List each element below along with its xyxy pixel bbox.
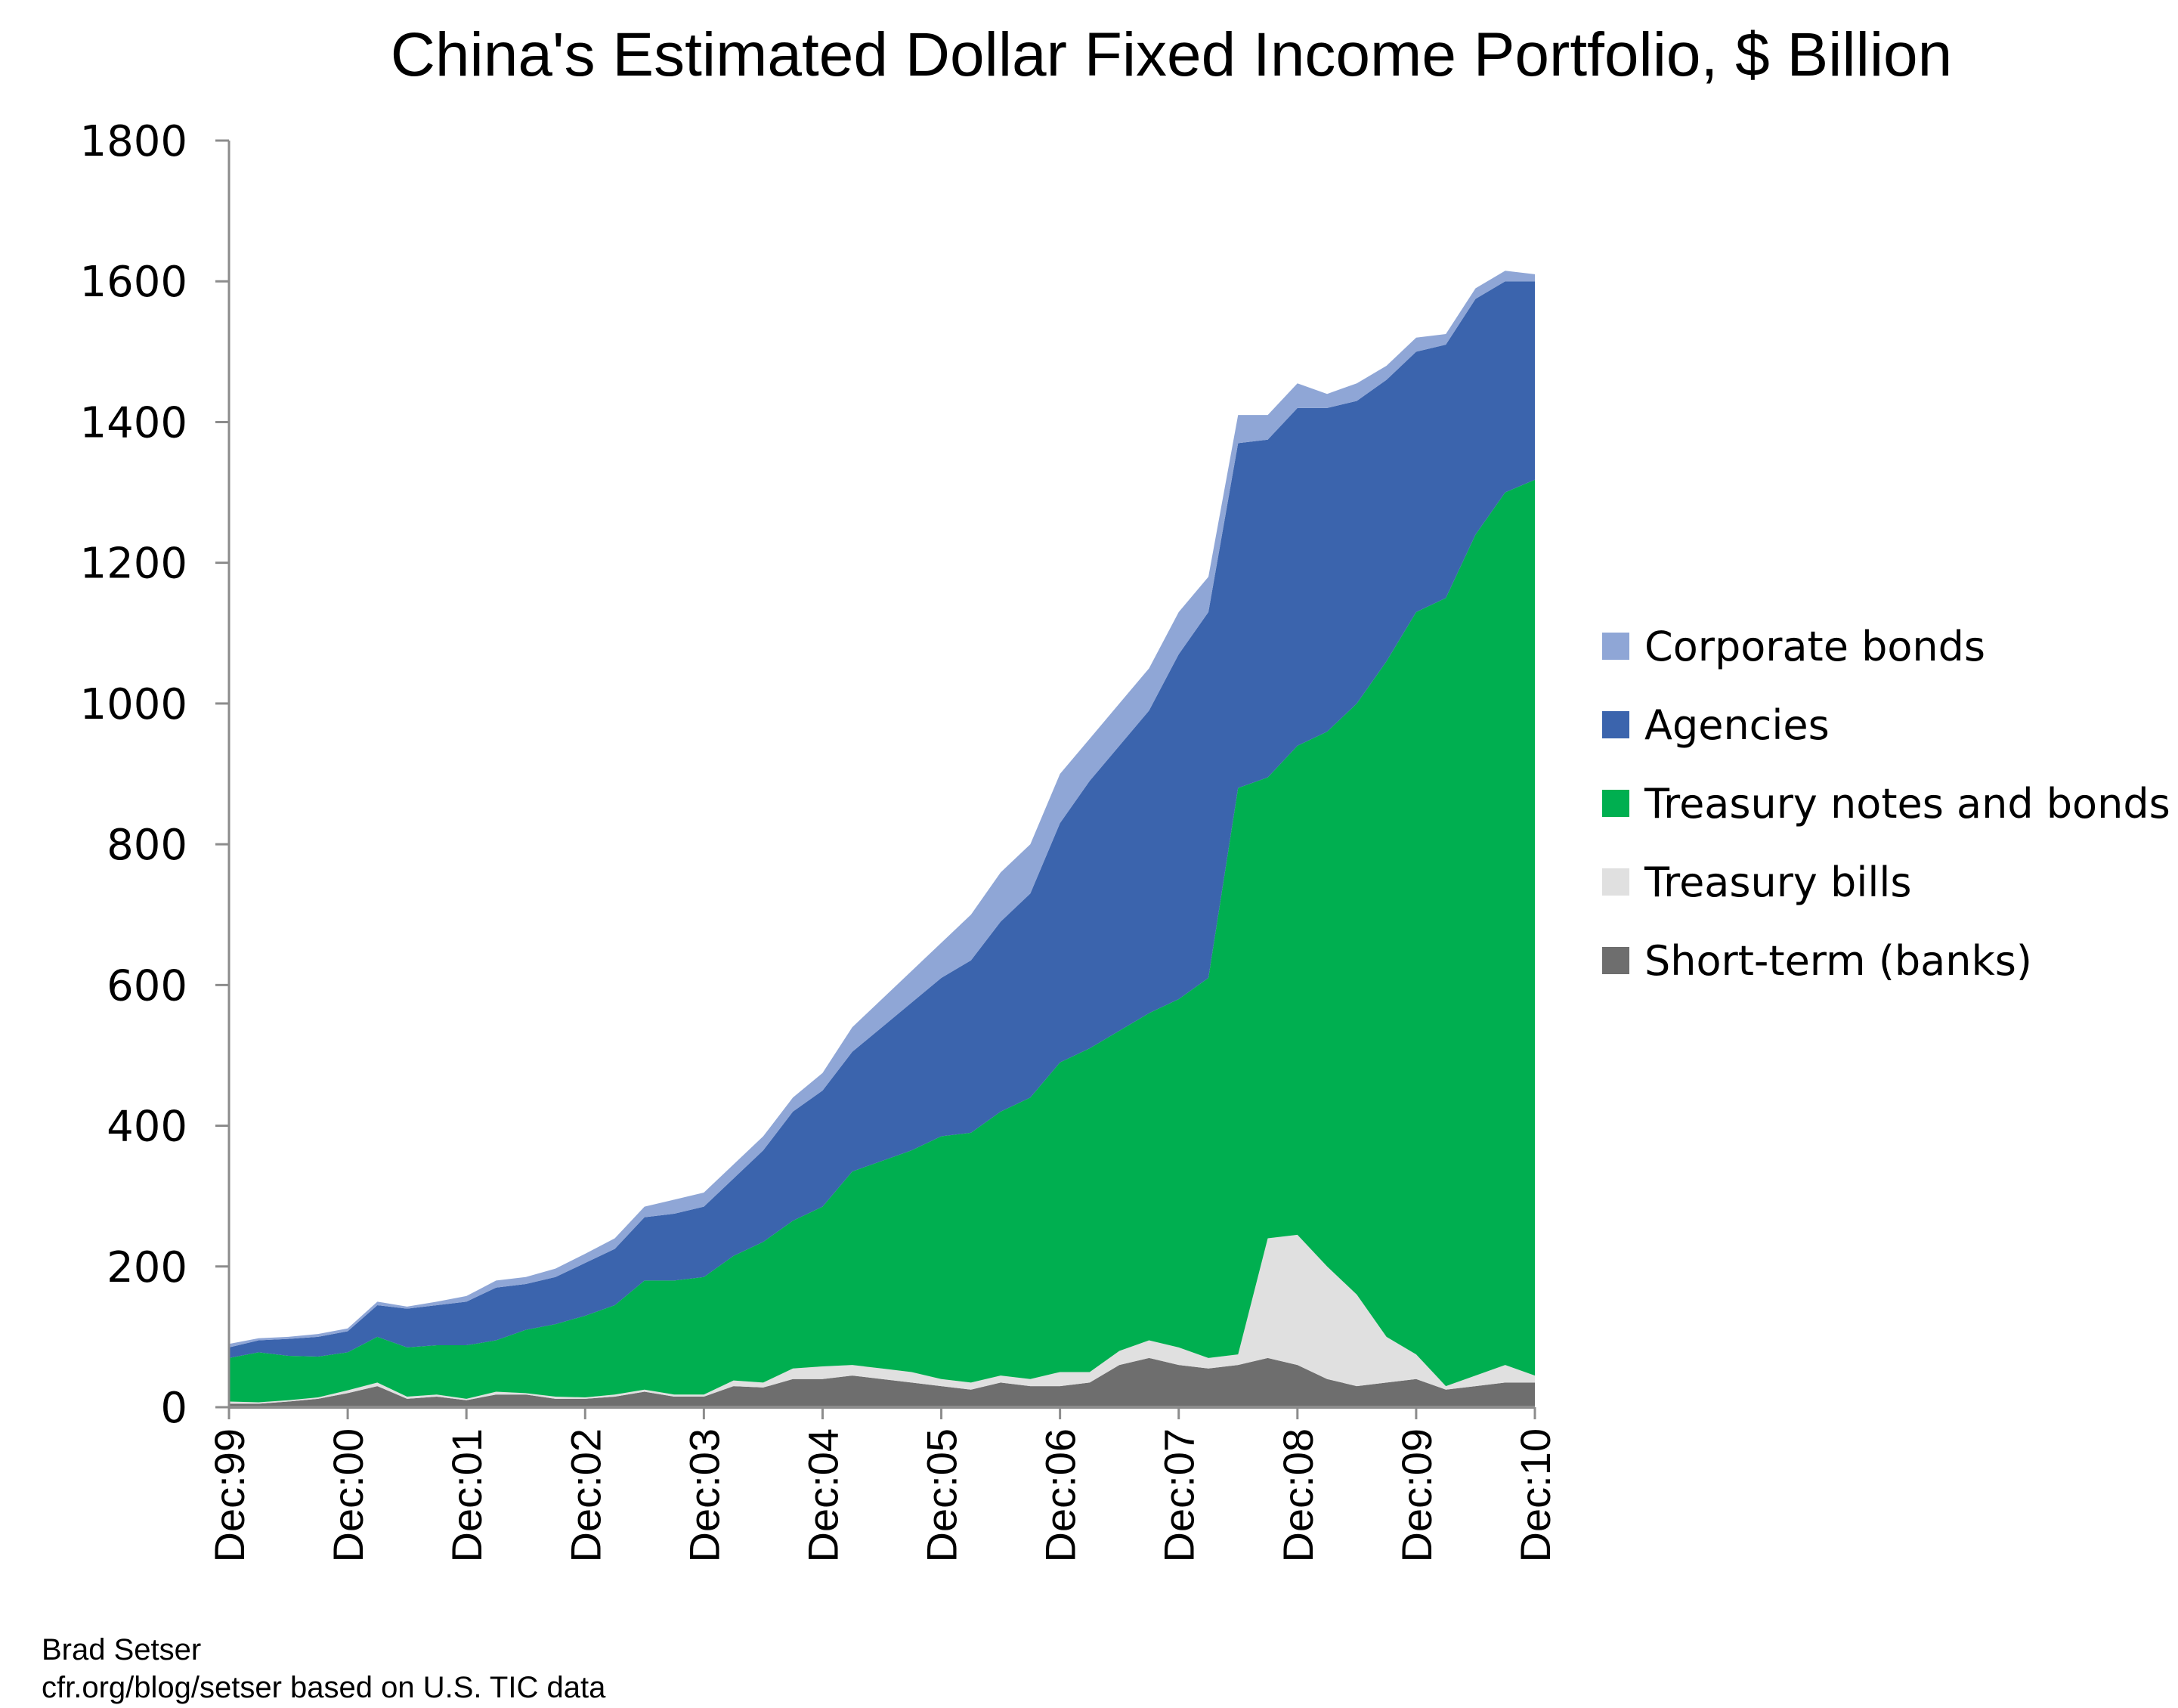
legend: Corporate bonds Agencies Treasury notes an… (1602, 623, 2170, 985)
legend-label: Treasury notes and bonds (1644, 780, 2170, 828)
x-tick-label: Dec:00 (324, 1428, 372, 1562)
legend-item: Short-term (banks) (1602, 937, 2032, 985)
y-tick-label: 1000 (79, 680, 187, 729)
y-tick-label: 800 (107, 821, 187, 870)
area-short-term-banks (229, 1357, 1535, 1407)
y-tick-label: 1200 (79, 540, 187, 589)
legend-item: Corporate bonds (1602, 623, 1985, 670)
y-tick-label: 0 (160, 1384, 187, 1433)
y-tick-label: 1800 (79, 117, 187, 166)
y-tick-label: 1400 (79, 398, 187, 447)
legend-swatch (1602, 790, 1629, 817)
legend-item: Treasury bills (1602, 859, 1911, 906)
x-tick-label: Dec:03 (680, 1428, 728, 1562)
legend-item: Agencies (1602, 701, 1830, 749)
x-tick-label: Dec:99 (206, 1428, 253, 1562)
area-treasury-notes-and-bonds (229, 479, 1535, 1403)
footer-source: cfr.org/blog/setser based on U.S. TIC da… (42, 1671, 606, 1704)
areas-layer (229, 271, 1535, 1407)
y-tick-label: 200 (107, 1243, 187, 1292)
x-tick-label: Dec:10 (1511, 1428, 1559, 1562)
chart-title: China's Estimated Dollar Fixed Income Po… (391, 20, 1953, 89)
x-tick-label: Dec:05 (918, 1428, 966, 1562)
legend-label: Corporate bonds (1644, 623, 1985, 670)
x-tick-label: Dec:01 (443, 1428, 490, 1562)
legend-label: Agencies (1644, 701, 1830, 749)
legend-swatch (1602, 868, 1629, 896)
x-tick-label: Dec:07 (1156, 1428, 1203, 1562)
legend-swatch (1602, 711, 1629, 738)
y-tick-label: 400 (107, 1103, 187, 1152)
legend-label: Treasury bills (1644, 859, 1911, 906)
legend-label: Short-term (banks) (1644, 937, 2032, 985)
x-tick-label: Dec:04 (799, 1428, 846, 1562)
x-tick-label: Dec:06 (1037, 1428, 1084, 1562)
legend-item: Treasury notes and bonds (1602, 780, 2170, 828)
area-treasury-bills (229, 1234, 1535, 1404)
y-tick-label: 600 (107, 961, 187, 1010)
x-tick-label: Dec:09 (1393, 1428, 1440, 1562)
axes-layer: 0 200 400 600 800 1000 1200 1400 1600 1800 Dec:99 D… (79, 117, 1559, 1562)
footer-author: Brad Setser (42, 1633, 201, 1666)
x-tick-label: Dec:02 (562, 1428, 609, 1562)
legend-swatch (1602, 633, 1629, 660)
x-tick-label: Dec:08 (1274, 1428, 1322, 1562)
legend-swatch (1602, 947, 1629, 974)
area-agencies (229, 281, 1535, 1358)
y-tick-label: 1600 (79, 258, 187, 307)
